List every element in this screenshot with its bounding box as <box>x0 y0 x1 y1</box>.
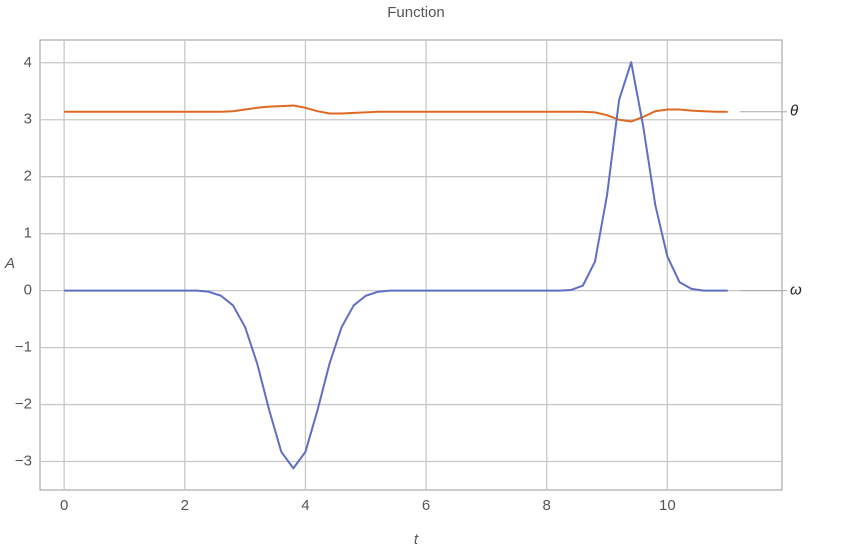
legend-label: θ <box>790 103 798 120</box>
legend-label: ω <box>790 282 802 299</box>
x-tick-label: 8 <box>543 497 551 514</box>
y-tick-label: −2 <box>15 396 32 413</box>
x-axis-label: t <box>414 531 419 548</box>
y-tick-label: 1 <box>24 225 32 242</box>
y-axis-label: A <box>4 255 15 272</box>
y-tick-label: 4 <box>24 54 32 71</box>
y-tick-label: −3 <box>15 452 32 469</box>
y-tick-label: 3 <box>24 111 32 128</box>
y-tick-label: −1 <box>15 339 32 356</box>
chart-title: Function <box>387 4 445 21</box>
x-tick-label: 0 <box>60 497 68 514</box>
x-tick-label: 6 <box>422 497 430 514</box>
series-line <box>64 104 728 123</box>
x-tick-label: 4 <box>301 497 309 514</box>
plot-frame <box>39 39 783 491</box>
y-tick-label: 2 <box>24 168 32 185</box>
series-line <box>64 61 728 470</box>
y-tick-label: 0 <box>24 282 32 299</box>
x-tick-label: 10 <box>659 497 676 514</box>
x-tick-label: 2 <box>181 497 189 514</box>
